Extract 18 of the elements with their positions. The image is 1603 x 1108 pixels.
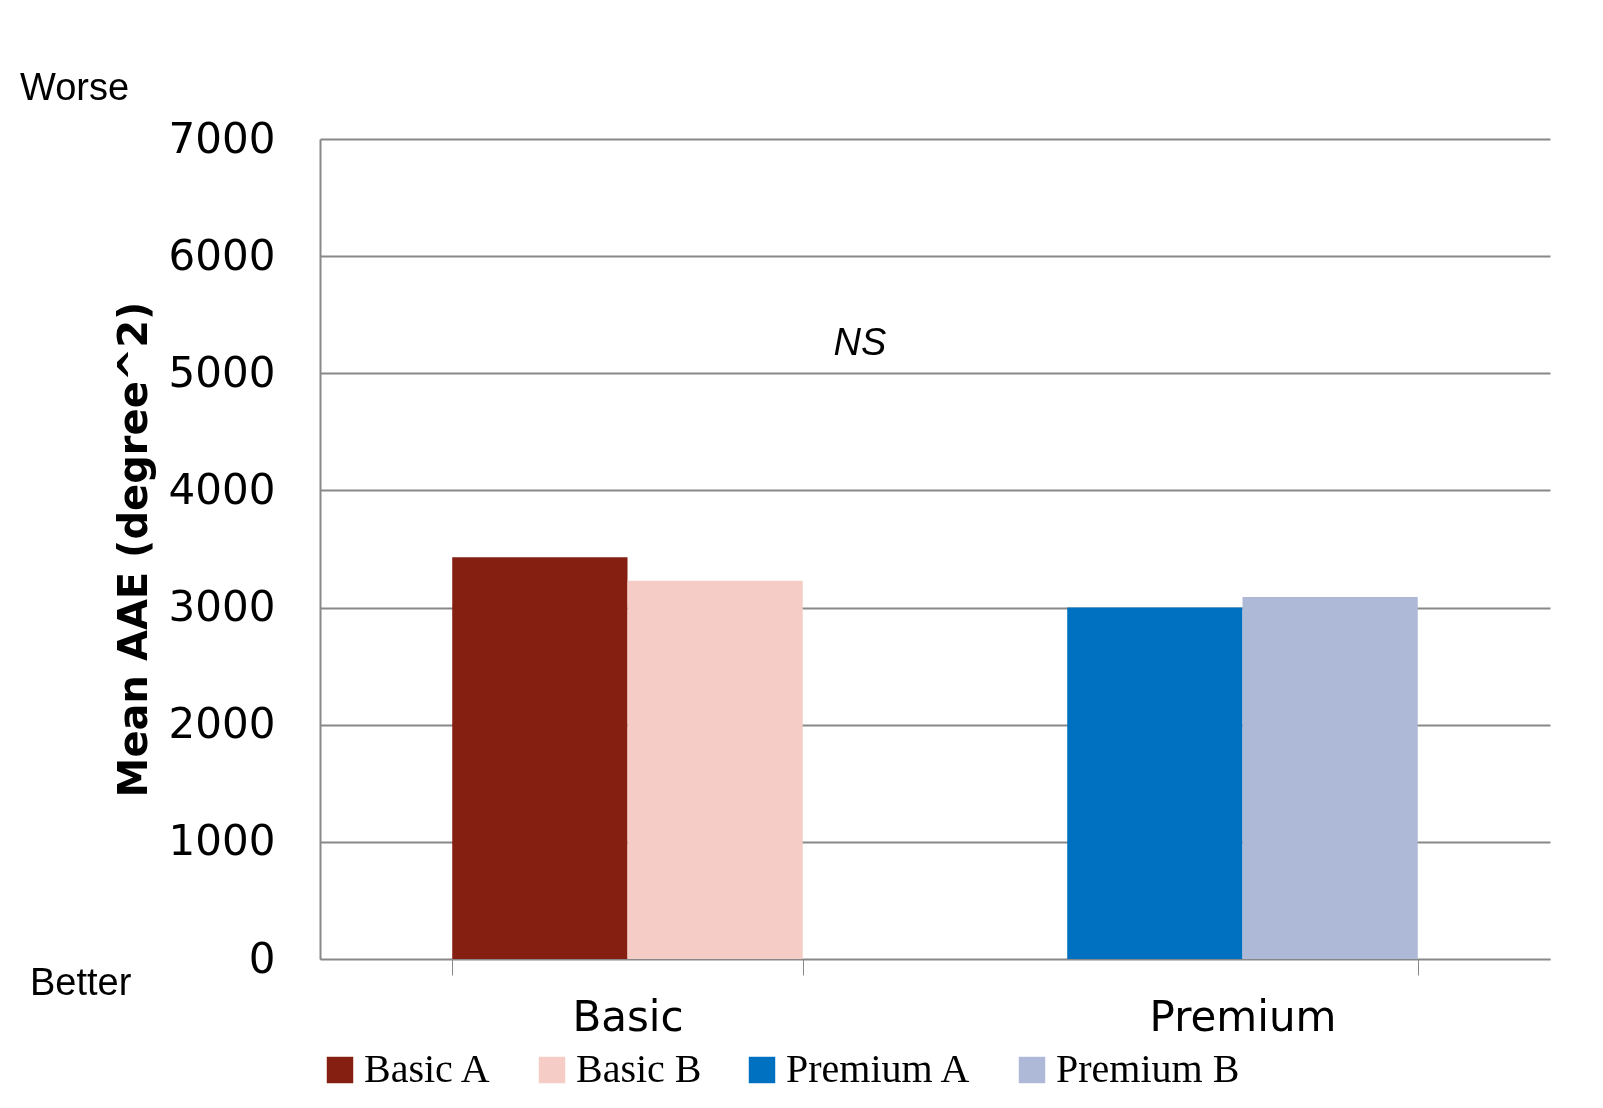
text: Worse [20,66,130,108]
legend-label: Premium A [786,1046,970,1091]
y-tick-label: 6000 [168,230,276,280]
y-axis-title: Mean AAE (degree^2) [109,301,156,798]
y-tick-label: 7000 [168,113,276,163]
x-tick-label: Premium [1149,991,1337,1041]
annotation: NS [833,321,887,363]
y-tick-label: 4000 [168,464,276,514]
y-tick-label: 1000 [168,816,276,866]
x-tick-label: Basic [572,991,684,1041]
y-tick-label: 2000 [168,699,276,749]
y-tick-label: 5000 [168,347,276,397]
text: Better [30,961,132,1003]
legend-label: Basic A [364,1046,490,1091]
legend-label: Premium B [1056,1046,1240,1091]
y-tick-label: 3000 [168,582,276,632]
legend-label: Basic B [576,1046,702,1091]
y-tick-label: 0 [248,933,276,983]
